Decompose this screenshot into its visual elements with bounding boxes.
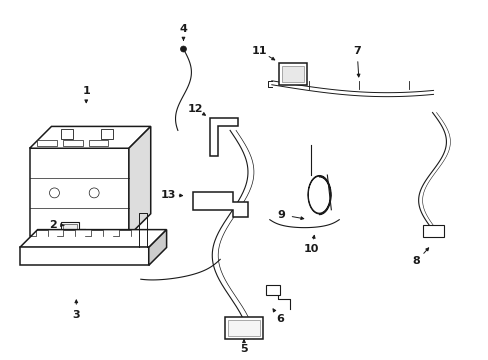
Text: 11: 11 — [252, 46, 267, 56]
Bar — [101, 129, 112, 139]
Bar — [281, 66, 303, 82]
Circle shape — [89, 188, 99, 198]
Circle shape — [49, 188, 60, 198]
Bar — [278, 63, 306, 85]
Polygon shape — [20, 230, 166, 247]
Text: 10: 10 — [303, 244, 319, 255]
Bar — [61, 129, 73, 139]
Bar — [30, 148, 129, 235]
Bar — [62, 140, 82, 146]
Text: 13: 13 — [161, 190, 176, 200]
Bar — [224, 317, 263, 339]
Bar — [20, 247, 148, 265]
Text: 7: 7 — [352, 46, 360, 56]
Text: 6: 6 — [275, 314, 283, 324]
Polygon shape — [129, 126, 150, 235]
Polygon shape — [148, 230, 166, 265]
Circle shape — [180, 46, 186, 52]
Text: 12: 12 — [187, 104, 203, 113]
Text: 2: 2 — [49, 220, 57, 230]
Text: 8: 8 — [412, 256, 420, 266]
Bar — [228, 320, 259, 336]
Text: 1: 1 — [82, 86, 90, 96]
Bar — [88, 140, 108, 146]
Bar — [37, 140, 57, 146]
Text: 4: 4 — [179, 24, 187, 34]
Polygon shape — [193, 192, 247, 217]
Bar — [63, 224, 77, 234]
Text: 9: 9 — [277, 210, 285, 220]
Polygon shape — [30, 126, 150, 148]
Text: 5: 5 — [240, 344, 247, 354]
Bar — [422, 225, 444, 237]
Bar — [61, 222, 79, 235]
Polygon shape — [210, 118, 238, 156]
Bar — [265, 285, 279, 295]
Text: 3: 3 — [72, 310, 80, 320]
